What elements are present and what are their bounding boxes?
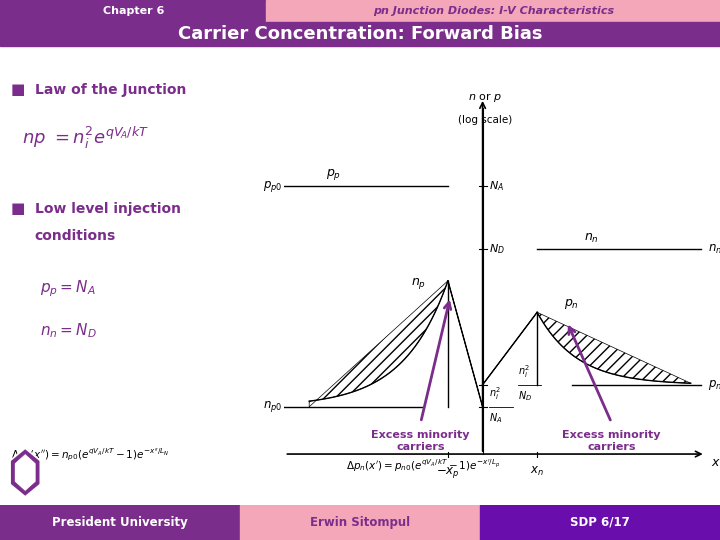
Text: Low level injection: Low level injection <box>35 202 181 216</box>
Text: $x$: $x$ <box>711 456 720 469</box>
Text: $p_n$: $p_n$ <box>564 296 580 310</box>
Text: $p_p$: $p_p$ <box>326 166 341 181</box>
Text: ■: ■ <box>11 201 25 217</box>
Text: Carrier Concentration: Forward Bias: Carrier Concentration: Forward Bias <box>178 25 542 43</box>
Text: SDP 6/17: SDP 6/17 <box>570 516 630 529</box>
Bar <box>0 0 266 22</box>
Text: $n_n$: $n_n$ <box>584 232 599 245</box>
Text: Chapter 6: Chapter 6 <box>102 6 164 16</box>
Text: $n_{p0}$: $n_{p0}$ <box>263 399 282 414</box>
Text: $\Delta n_p(x^{\prime\prime})=n_{p0}(e^{qV_A/kT}-1)e^{-x^{\prime\prime}/L_N}$: $\Delta n_p(x^{\prime\prime})=n_{p0}(e^{… <box>11 446 169 463</box>
Text: $n_i^2$: $n_i^2$ <box>489 385 501 402</box>
Text: $N_A$: $N_A$ <box>489 179 504 193</box>
Text: ■: ■ <box>11 82 25 97</box>
Polygon shape <box>309 281 482 407</box>
Text: $n_n=N_D$: $n_n=N_D$ <box>40 321 96 340</box>
Text: $n_{n0}$: $n_{n0}$ <box>708 243 720 256</box>
Bar <box>0 22 720 46</box>
Text: Excess minority
carriers: Excess minority carriers <box>562 430 661 452</box>
Text: $n$ or $p$: $n$ or $p$ <box>468 91 502 104</box>
Text: $p_p=N_A$: $p_p=N_A$ <box>40 279 95 300</box>
Text: Law of the Junction: Law of the Junction <box>35 83 186 97</box>
Text: President University: President University <box>52 516 188 529</box>
Polygon shape <box>482 312 690 384</box>
Text: $np\ =n_i^2e^{qV_{\!A}/kT}$: $np\ =n_i^2e^{qV_{\!A}/kT}$ <box>22 125 148 151</box>
Text: $p_{n0}$: $p_{n0}$ <box>708 378 720 392</box>
Text: $n_i^2$: $n_i^2$ <box>518 363 531 380</box>
Polygon shape <box>14 454 36 491</box>
Bar <box>480 505 720 540</box>
Text: $x_n$: $x_n$ <box>530 465 544 478</box>
Text: $\Delta p_n(x^{\prime})=p_{n0}(e^{qV_A/kT}-1)e^{-x^{\prime}/L_p}$: $\Delta p_n(x^{\prime})=p_{n0}(e^{qV_A/k… <box>346 458 500 474</box>
Text: (log scale): (log scale) <box>458 115 512 125</box>
Text: $N_D$: $N_D$ <box>489 242 505 256</box>
Text: $p_{p0}$: $p_{p0}$ <box>263 179 282 194</box>
Polygon shape <box>10 448 40 497</box>
Text: conditions: conditions <box>35 230 116 244</box>
Text: pn Junction Diodes: I-V Characteristics: pn Junction Diodes: I-V Characteristics <box>373 6 613 16</box>
Bar <box>0 505 240 540</box>
Text: Excess minority
carriers: Excess minority carriers <box>372 430 470 452</box>
Text: $N_A$: $N_A$ <box>489 411 502 426</box>
Text: $N_D$: $N_D$ <box>518 389 533 403</box>
Text: Erwin Sitompul: Erwin Sitompul <box>310 516 410 529</box>
Text: $n_p$: $n_p$ <box>410 276 426 292</box>
Bar <box>240 505 480 540</box>
Text: $-x_p$: $-x_p$ <box>436 465 460 480</box>
Bar <box>266 0 720 22</box>
